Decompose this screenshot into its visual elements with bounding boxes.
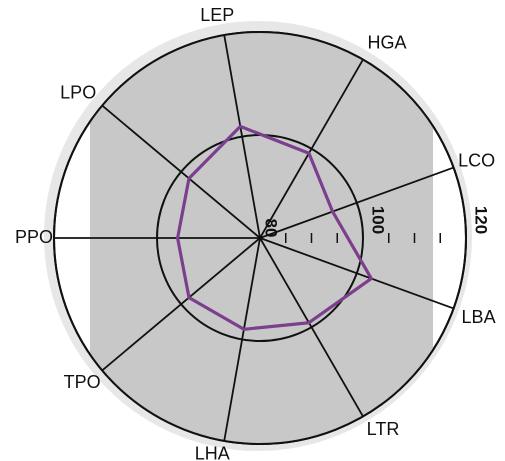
- axis-label-lep: LEP: [200, 5, 234, 25]
- axis-line-tpo: [101, 237, 261, 372]
- series-layer: [176, 124, 373, 331]
- series-point-lco: [331, 210, 335, 214]
- axis-line-hga: [259, 59, 364, 239]
- axis-label-ltr: LTR: [367, 419, 400, 439]
- axis-line-lpo: [101, 104, 261, 239]
- axis-label-lpo: LPO: [60, 82, 96, 102]
- series-point-lha: [242, 327, 246, 331]
- axis-lines: [54, 34, 454, 442]
- axis-line-lco: [259, 166, 454, 239]
- tick-label-120: 120: [472, 206, 491, 234]
- tick-label-80: 80: [262, 219, 281, 238]
- series-point-tpo: [187, 296, 191, 300]
- series-point-ppo: [176, 236, 180, 240]
- axis-label-tpo: TPO: [64, 372, 101, 392]
- axis-line-lha: [223, 237, 261, 442]
- series-point-lba: [369, 277, 373, 281]
- tick-marks: [285, 233, 441, 243]
- tick-labels: 80 100 120: [262, 206, 491, 238]
- axis-label-lba: LBA: [462, 307, 496, 327]
- series-point-ltr: [307, 321, 311, 325]
- axis-line-lba: [259, 237, 454, 310]
- axis-label-ppo: PPO: [15, 227, 53, 247]
- axis-labels: LEP HGA LCO LBA LTR LHA TPO PPO LPO: [15, 5, 496, 461]
- series-point-lep: [238, 124, 242, 128]
- axis-line-ltr: [259, 237, 364, 417]
- series-point-lpo: [187, 176, 191, 180]
- axis-label-lco: LCO: [458, 150, 495, 170]
- axis-line-lep: [223, 34, 261, 239]
- axis-label-lha: LHA: [195, 444, 230, 461]
- series-point-hga: [307, 151, 311, 155]
- tick-label-100: 100: [369, 206, 388, 234]
- series-line: [176, 124, 373, 331]
- axis-label-hga: HGA: [367, 32, 406, 52]
